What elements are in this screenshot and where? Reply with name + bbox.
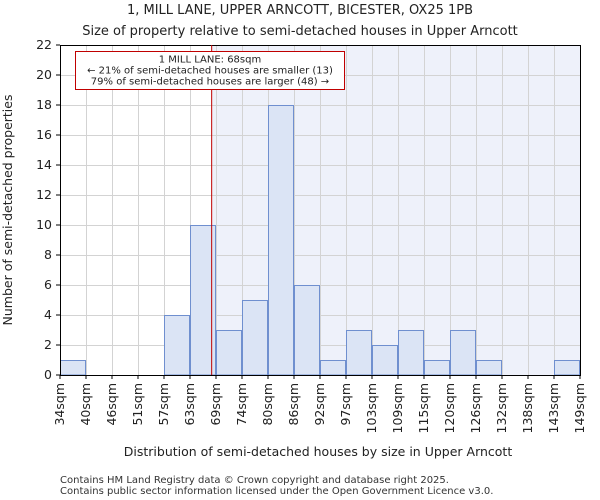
chart-subtitle: Size of property relative to semi-detach… [82, 24, 518, 39]
bar [424, 360, 450, 376]
y-tick-label: 16 [36, 127, 52, 142]
y-tick-label: 10 [36, 217, 52, 232]
x-tick-label: 143sqm [546, 383, 561, 433]
y-tick-label: 2 [44, 337, 52, 352]
bar [294, 285, 320, 376]
x-tick-label: 109sqm [390, 383, 405, 433]
x-tick-label: 46sqm [104, 383, 119, 426]
bar [216, 330, 242, 376]
y-tick-label: 14 [36, 157, 52, 172]
y-tick-label: 6 [44, 277, 52, 292]
x-tick-label: 34sqm [52, 383, 67, 426]
x-tick-label: 51sqm [130, 383, 145, 426]
chart-title: 1, MILL LANE, UPPER ARNCOTT, BICESTER, O… [127, 3, 473, 18]
bar [242, 300, 268, 376]
x-tick-label: 138sqm [520, 383, 535, 433]
x-tick-label: 97sqm [338, 383, 353, 426]
x-tick-label: 92sqm [312, 383, 327, 426]
x-tick-label: 57sqm [156, 383, 171, 426]
bar [372, 345, 398, 376]
x-tick-label: 40sqm [78, 383, 93, 426]
footer-line-2: Contains public sector information licen… [60, 486, 493, 497]
x-axis-label: Distribution of semi-detached houses by … [124, 444, 513, 459]
x-tick-label: 126sqm [468, 383, 483, 433]
annotation-line-3: 79% of semi-detached houses are larger (… [91, 77, 329, 88]
y-tick-label: 22 [36, 37, 52, 52]
bar [554, 360, 580, 376]
x-tick-label: 69sqm [208, 383, 223, 426]
y-tick-label: 0 [44, 367, 52, 382]
bar [398, 330, 424, 376]
y-tick-label: 12 [36, 187, 52, 202]
bar [346, 330, 372, 376]
bar [164, 315, 190, 376]
annotation-line-1: 1 MILL LANE: 68sqm [159, 55, 261, 66]
x-tick-label: 115sqm [416, 383, 431, 433]
annotation-box [75, 51, 345, 90]
footer-line-1: Contains HM Land Registry data © Crown c… [60, 475, 449, 486]
bar [476, 360, 502, 376]
annotation-line-2: ← 21% of semi-detached houses are smalle… [87, 66, 333, 77]
x-tick-label: 120sqm [442, 383, 457, 433]
x-tick-label: 132sqm [494, 383, 509, 433]
x-tick-label: 149sqm [572, 383, 587, 433]
y-tick-label: 8 [44, 247, 52, 262]
y-axis-label: Number of semi-detached properties [0, 95, 15, 326]
x-tick-label: 86sqm [286, 383, 301, 426]
y-tick-label: 20 [36, 67, 52, 82]
y-tick-label: 4 [44, 307, 52, 322]
y-tick-label: 18 [36, 97, 52, 112]
bar [450, 330, 476, 376]
bar [60, 360, 86, 376]
x-tick-label: 103sqm [364, 383, 379, 433]
bar [320, 360, 346, 376]
x-tick-label: 74sqm [234, 383, 249, 426]
x-tick-label: 63sqm [182, 383, 197, 426]
bar [268, 105, 294, 376]
x-tick-label: 80sqm [260, 383, 275, 426]
